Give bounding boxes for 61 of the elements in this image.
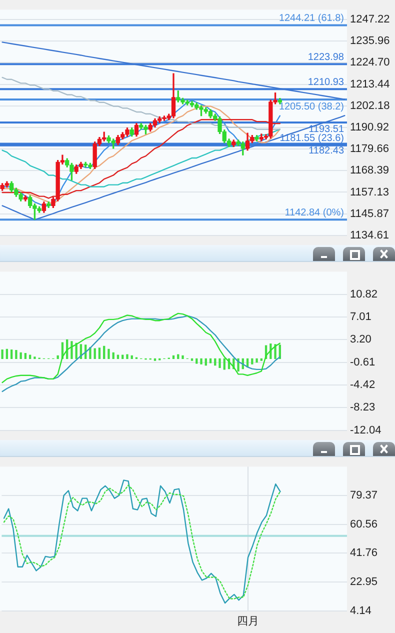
bar: [98, 348, 101, 360]
y-tick-label: 1145.87: [350, 208, 389, 220]
y-tick-label: 1213.44: [350, 78, 390, 90]
bar: [204, 358, 207, 366]
bar: [256, 358, 258, 363]
bar: [177, 354, 180, 360]
bar: [1, 349, 4, 360]
y-tick-label: 1224.70: [350, 56, 390, 69]
y-tick-label: 7.01: [350, 311, 372, 324]
bar: [260, 358, 262, 361]
ref-line-label: 1181.55 (23.6): [280, 133, 344, 144]
y-tick-label: -8.23: [350, 402, 376, 414]
bar: [34, 356, 36, 360]
bar: [126, 354, 128, 360]
y-tick-label: 3.20: [350, 334, 372, 346]
bar: [103, 346, 106, 360]
bar: [130, 355, 133, 360]
y-tick-label: 1235.96: [350, 35, 390, 48]
y-tick-label: 1157.13: [350, 186, 389, 198]
bar: [10, 349, 13, 360]
y-tick-label: -4.42: [350, 379, 376, 392]
bar: [15, 350, 18, 360]
bar: [172, 355, 175, 360]
y-tick-label: 1134.61: [350, 229, 389, 242]
bar: [190, 358, 194, 361]
bar: [20, 352, 22, 360]
y-tick-label: 1202.18: [350, 100, 390, 112]
y-tick-label: 41.76: [350, 547, 378, 560]
x-tick-label: 四月: [237, 614, 260, 628]
ref-line-label: 1205.50 (38.2): [278, 101, 344, 112]
y-tick-label: 79.37: [350, 489, 378, 502]
y-tick-label: 1179.66: [350, 143, 389, 156]
bar: [112, 352, 114, 360]
bar: [154, 358, 156, 361]
bar: [56, 355, 59, 360]
bar: [108, 348, 110, 360]
y-tick-label: 60.56: [350, 518, 378, 530]
bar: [196, 358, 198, 364]
y-tick-label: 1168.39: [350, 164, 389, 177]
ref-line-label: 1223.98: [308, 52, 344, 63]
y-tick-label: 4.14: [350, 604, 372, 617]
bar: [218, 358, 221, 368]
bar: [24, 353, 27, 360]
ref-line-label: 1244.21 (61.8): [278, 13, 344, 24]
ref-line-label: 1182.43: [308, 145, 344, 156]
bar: [214, 358, 216, 366]
ref-line-label: 1142.84 (0%): [284, 207, 344, 218]
y-tick-label: 1247.22: [350, 14, 390, 26]
ref-line-label: 1210.93: [308, 76, 344, 88]
bar: [200, 358, 202, 364]
bar: [182, 355, 184, 360]
bar: [6, 348, 8, 360]
y-tick-label: -12.04: [350, 424, 382, 436]
bar: [70, 341, 73, 360]
bar: [223, 358, 226, 370]
bar: [94, 348, 96, 360]
bar: [251, 358, 254, 364]
y-tick-label: 10.82: [350, 288, 378, 300]
y-tick-label: -0.61: [350, 356, 376, 368]
y-tick-label: 22.95: [350, 576, 378, 588]
y-tick-label: 1190.92: [350, 121, 389, 134]
